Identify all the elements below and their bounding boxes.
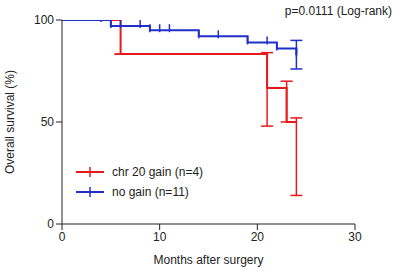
svg-text:Months after surgery: Months after surgery [153, 253, 263, 267]
svg-text:30: 30 [348, 230, 362, 244]
html-text:chr 20 gain (n=4): chr 20 gain (n=4) [112, 165, 204, 179]
svg-text:100: 100 [34, 13, 54, 27]
svg-text:Overall survival (%): Overall survival (%) [8, 70, 17, 174]
svg-text:50: 50 [41, 115, 55, 129]
html-text:no gain (n=11): no gain (n=11) [112, 185, 189, 199]
svg-text:20: 20 [251, 230, 265, 244]
html-text:p=0.0111 (Log-rank): p=0.0111 (Log-rank) [284, 4, 392, 18]
svg-text:0: 0 [59, 230, 66, 244]
svg-text:10: 10 [153, 230, 167, 244]
svg-text:0: 0 [47, 217, 54, 231]
